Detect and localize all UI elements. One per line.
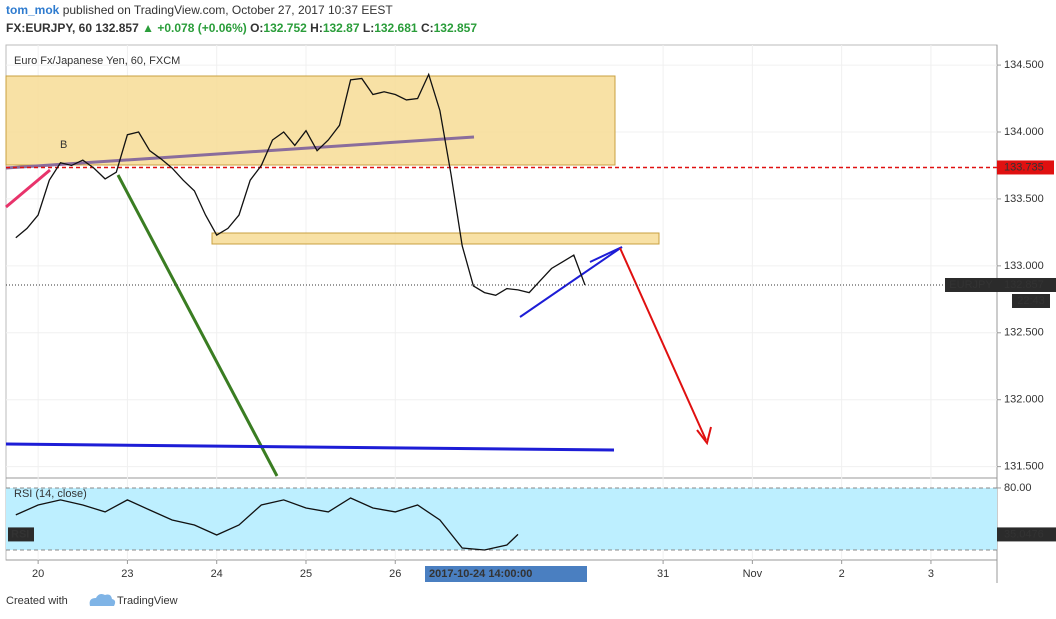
plot	[6, 72, 997, 551]
ohlc-label: L:	[363, 21, 374, 35]
x-tick-label: 20	[32, 568, 44, 580]
wedge	[519, 246, 623, 318]
ohlc-label: O:	[250, 21, 263, 35]
x-tick-label: 2	[839, 568, 845, 580]
ohlc-value: 132.87	[323, 21, 360, 35]
ohlc-label: C:	[421, 21, 434, 35]
arrow	[619, 247, 707, 441]
arrow-head	[696, 426, 712, 446]
author[interactable]: tom_mok	[6, 3, 60, 17]
symbol: FX:EURJPY, 60	[6, 21, 92, 35]
value-tag	[997, 277, 1056, 292]
x-tick-label: Nov	[743, 568, 763, 580]
y-tick-label: 134.500	[1004, 59, 1044, 71]
ohlc-value: 132.752	[263, 21, 307, 35]
rsi-title: RSI (14, close)	[14, 488, 87, 500]
series-tag	[8, 527, 34, 542]
y-tick-label: 132.000	[1004, 394, 1044, 406]
demand-zone	[211, 232, 660, 245]
trend-line	[116, 174, 279, 477]
x-tick-label: 3	[928, 568, 934, 580]
value-tag	[997, 527, 1056, 542]
x-tick-label: 24	[211, 568, 223, 580]
logo	[89, 594, 116, 606]
trend-line	[5, 168, 51, 209]
countdown-tag	[1012, 293, 1050, 308]
x-tick-label: 23	[121, 568, 133, 580]
drawings	[5, 75, 712, 477]
ohlc-label: H:	[310, 21, 323, 35]
x-tick-label: 25	[300, 568, 312, 580]
symbol-tag	[945, 277, 997, 292]
header-line: tom_mok published on TradingView.com, Oc…	[6, 3, 393, 17]
ohlc-value: 132.857	[434, 21, 478, 35]
y-tick-label: 133.000	[1004, 260, 1044, 272]
crosshair-tag	[425, 566, 587, 582]
level-tag	[997, 160, 1054, 175]
y-tick-label: 132.500	[1004, 327, 1044, 339]
x-tick-label: 31	[657, 568, 669, 580]
series-line	[15, 497, 519, 551]
crosshair-label: 2017-10-24 14:00:00	[429, 568, 532, 580]
y-tick-label: 133.500	[1004, 193, 1044, 205]
value-tag-label: 132.857	[1004, 279, 1044, 291]
chart-title: Euro Fx/Japanese Yen, 60, FXCM	[14, 55, 180, 67]
symbol-tag-label: EURJPY	[949, 279, 993, 291]
y-tick-label: 80.00	[1004, 482, 1032, 494]
change: ▲ +0.078 (+0.06%)	[142, 21, 247, 35]
footer-text: Created with	[6, 595, 68, 607]
supply-zone	[5, 75, 616, 166]
series-line	[15, 72, 586, 296]
level-tag-label: 133.735	[1004, 161, 1044, 173]
y-tick-label: 131.500	[1004, 461, 1044, 473]
ohlc: O:132.752 H:132.87 L:132.681 C:132.857	[250, 21, 477, 35]
series-tag-label: RSI	[11, 528, 29, 540]
value-tag-label: 35.0476	[1004, 528, 1044, 540]
annotation: B	[60, 139, 67, 151]
brand[interactable]: TradingView	[117, 595, 178, 607]
countdown-label: 22:43	[1017, 295, 1045, 307]
last-price: 132.857	[95, 21, 139, 35]
y-tick-label: 134.000	[1004, 126, 1044, 138]
trend-line	[5, 135, 475, 170]
published: published on TradingView.com, October 27…	[63, 3, 394, 17]
ohlc-value: 132.681	[374, 21, 418, 35]
rsi-band	[6, 487, 997, 550]
x-tick-label: 26	[389, 568, 401, 580]
symbol-line: FX:EURJPY, 60 132.857 ▲ +0.078 (+0.06%) …	[6, 21, 477, 35]
trend-line	[5, 442, 615, 452]
